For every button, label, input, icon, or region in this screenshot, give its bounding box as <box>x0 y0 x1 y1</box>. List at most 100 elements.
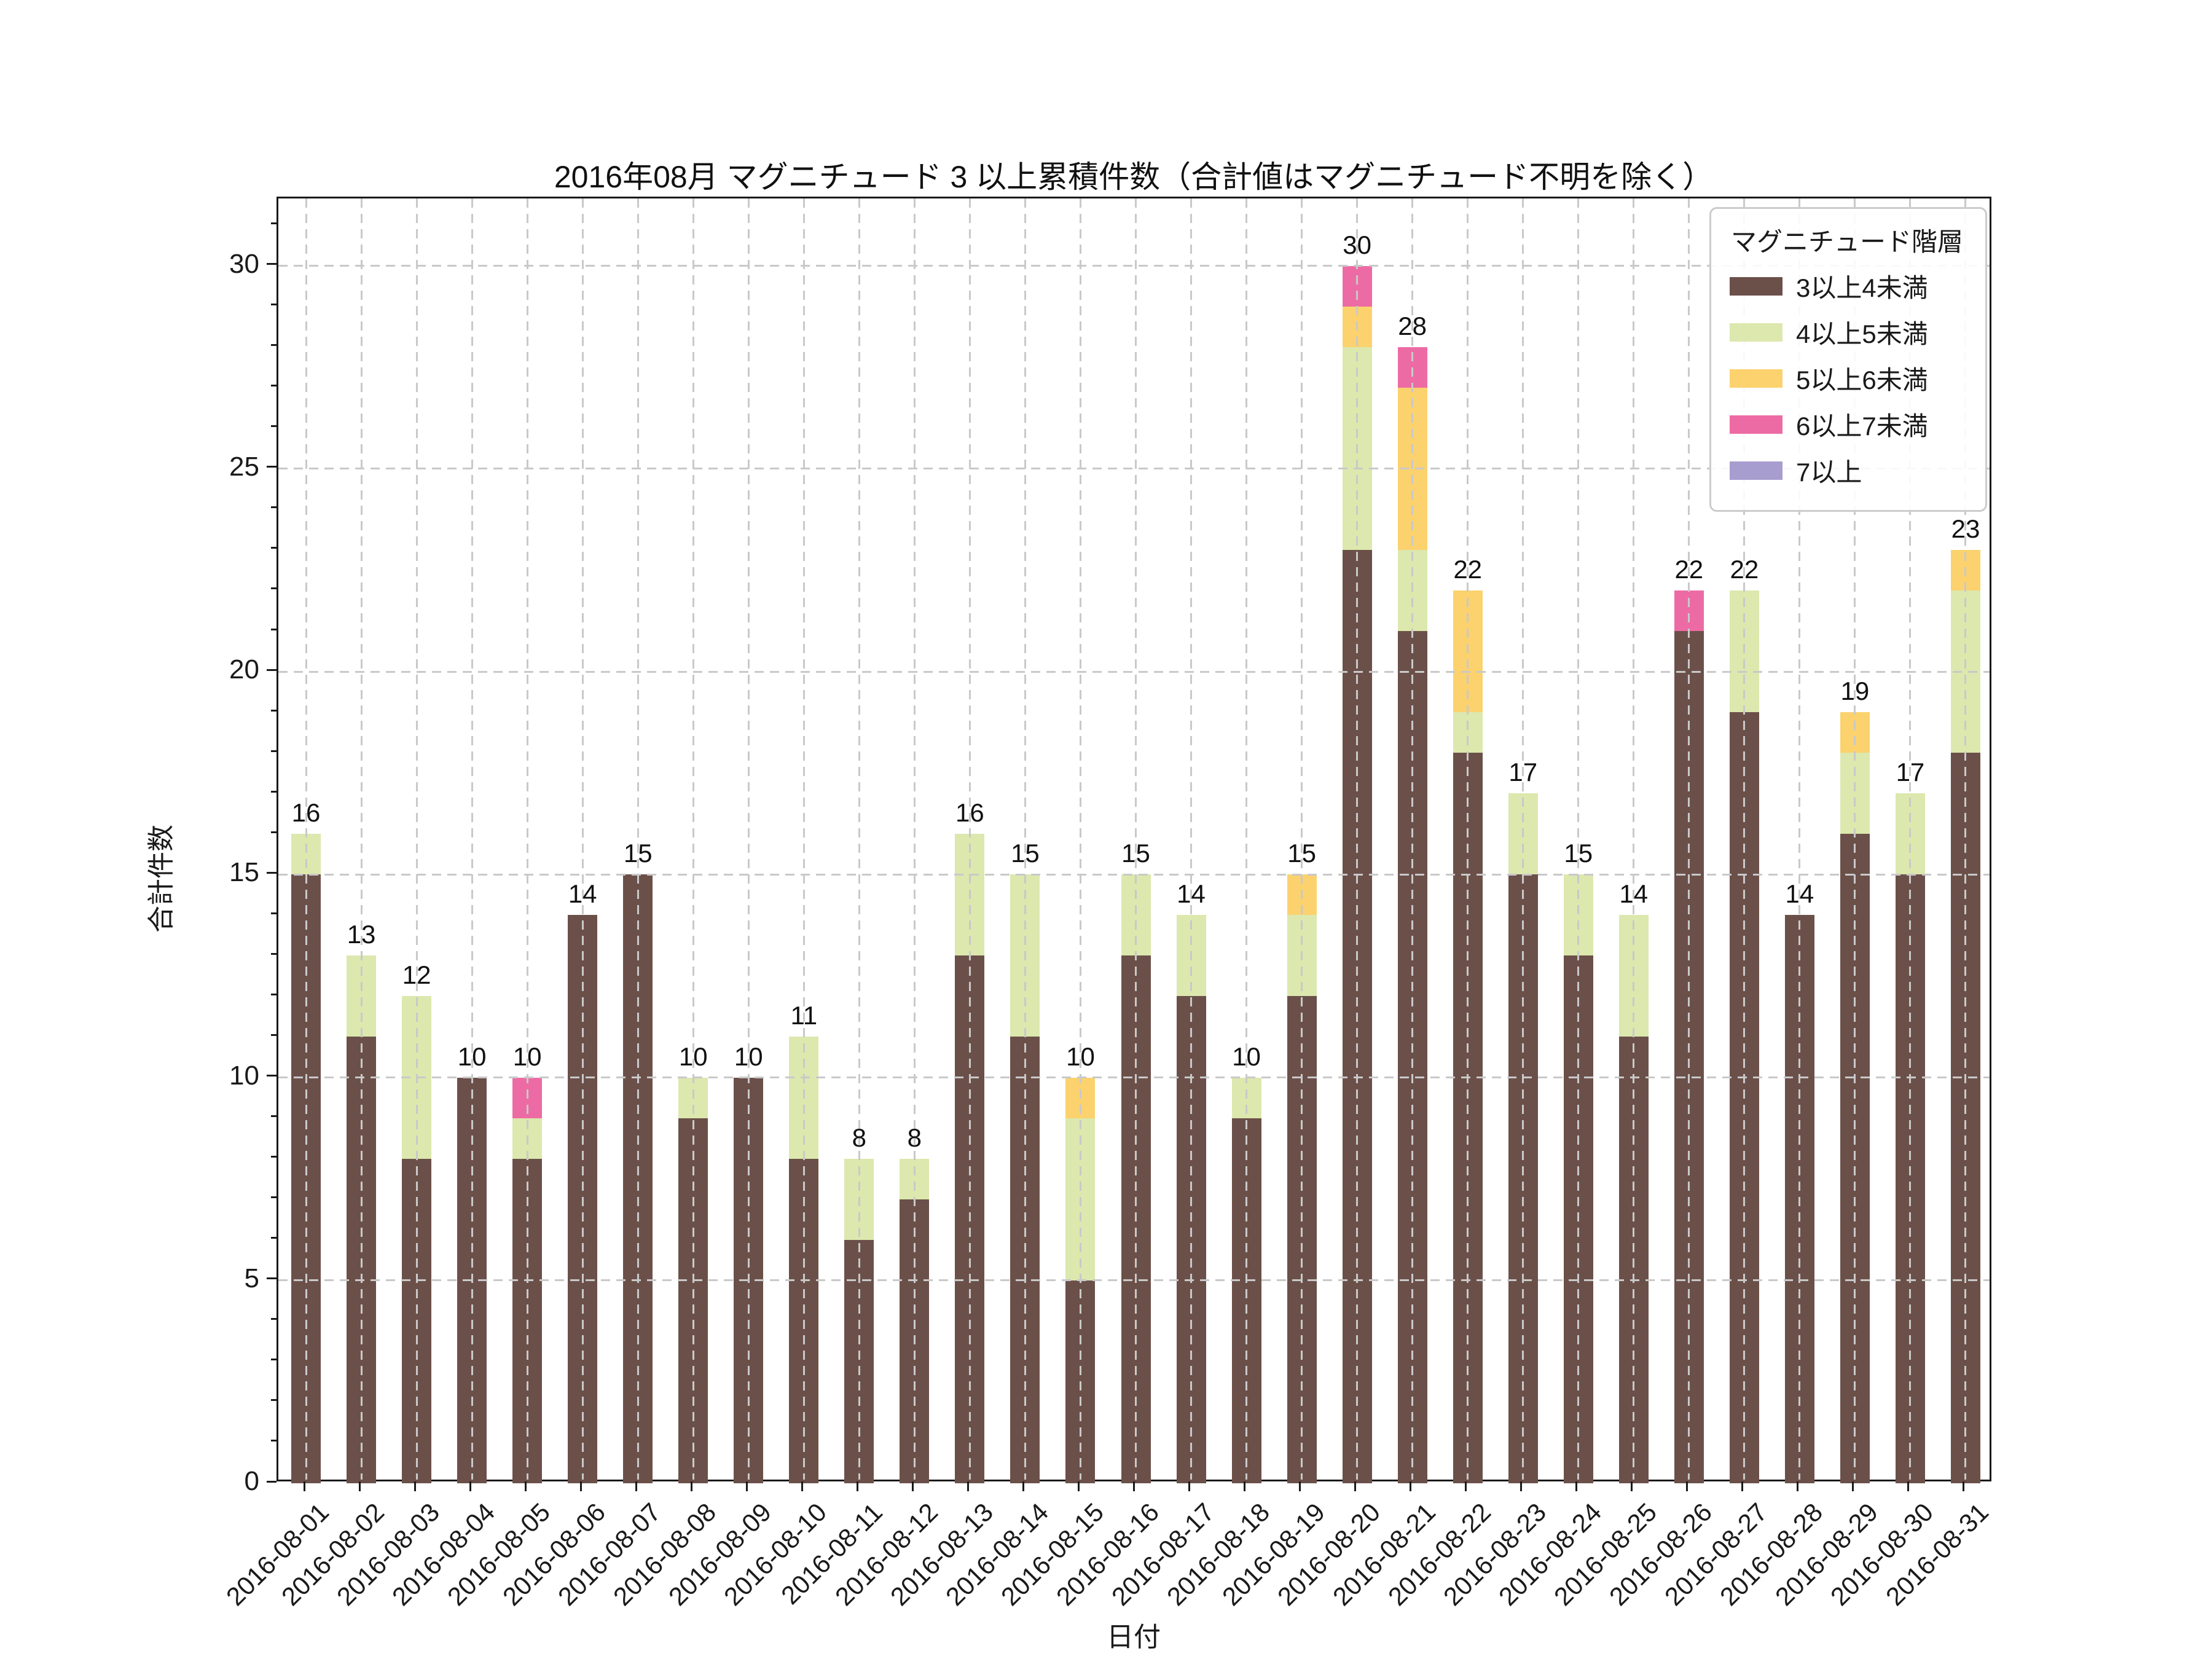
x-major-tick <box>1244 1481 1246 1491</box>
hgridline-10 <box>278 1077 1990 1079</box>
x-major-tick <box>579 1481 582 1491</box>
y-minor-tick <box>271 952 276 955</box>
x-major-tick <box>1686 1481 1688 1491</box>
y-minor-tick <box>271 222 276 225</box>
y-major-tick <box>267 1075 276 1077</box>
legend-row: 7以上 <box>1729 452 1964 489</box>
y-minor-tick <box>271 587 276 590</box>
bar-total-label: 14 <box>568 879 597 909</box>
x-major-tick <box>524 1481 527 1491</box>
bar-total-label: 22 <box>1674 554 1704 584</box>
legend-swatch <box>1729 415 1783 434</box>
legend-label: 6以上7未満 <box>1795 412 1928 441</box>
x-major-tick <box>690 1481 692 1491</box>
vgridline <box>1135 198 1137 1480</box>
x-major-tick <box>1410 1481 1412 1491</box>
legend: マグニチュード階層 3以上4未満 4以上5未満 5以上6未満 6以上7未満 7以上 <box>1709 207 1987 512</box>
vgridline <box>913 198 916 1480</box>
y-minor-tick <box>271 425 276 428</box>
y-major-tick <box>267 466 276 468</box>
vgridline <box>305 198 307 1480</box>
vgridline <box>1909 198 1912 1480</box>
bar-total-label: 15 <box>1287 839 1316 868</box>
y-minor-tick <box>271 506 276 509</box>
vgridline <box>968 198 971 1480</box>
x-major-tick <box>1520 1481 1523 1491</box>
y-minor-tick <box>271 1237 276 1239</box>
y-major-tick <box>267 1480 276 1483</box>
legend-label: 4以上5未満 <box>1795 320 1928 348</box>
y-major-tick <box>267 263 276 265</box>
bar-total-label: 15 <box>1564 839 1593 868</box>
vgridline <box>1633 198 1635 1480</box>
x-major-tick <box>1797 1481 1799 1491</box>
y-major-tick <box>267 669 276 671</box>
x-major-tick <box>801 1481 803 1491</box>
y-minor-tick <box>271 304 276 306</box>
vgridline <box>692 198 694 1480</box>
y-minor-tick <box>271 385 276 387</box>
bar-total-label: 22 <box>1453 554 1483 584</box>
x-major-tick <box>1188 1481 1191 1491</box>
x-major-tick <box>1575 1481 1578 1491</box>
legend-title: マグニチュード階層 <box>1730 227 1963 256</box>
bar-total-label: 13 <box>347 920 376 949</box>
x-major-tick <box>303 1481 305 1491</box>
legend-label: 3以上4未満 <box>1795 273 1928 302</box>
y-major-tick <box>267 871 276 874</box>
vgridline <box>1356 198 1359 1480</box>
y-tick-label: 30 <box>229 248 259 279</box>
bar-total-label: 16 <box>291 798 321 828</box>
y-minor-tick <box>271 831 276 833</box>
legend-swatch <box>1729 323 1783 342</box>
vgridline <box>1798 198 1801 1480</box>
legend-swatch <box>1729 276 1783 296</box>
vgridline <box>1245 198 1248 1480</box>
x-major-tick <box>1852 1481 1854 1491</box>
y-minor-tick <box>271 1156 276 1158</box>
plot-area: 16 13 12 10 10 14 15 10 10 11 8 8 16 15 10 15 14 10 15 30 28… <box>276 197 1991 1483</box>
bar-total-label: 22 <box>1730 554 1759 584</box>
legend-row: 6以上7未満 <box>1729 406 1964 443</box>
y-minor-tick <box>271 1115 276 1118</box>
y-minor-tick <box>271 1440 276 1442</box>
x-axis-title: 日付 <box>1107 1622 1161 1652</box>
x-major-tick <box>1741 1481 1744 1491</box>
y-major-tick <box>267 1277 276 1280</box>
bar-total-label: 15 <box>1011 839 1040 868</box>
vgridline <box>471 198 473 1480</box>
hgridline-25 <box>278 468 1990 470</box>
vgridline <box>415 198 418 1480</box>
legend-rows: 3以上4未満 4以上5未満 5以上6未満 6以上7未満 7以上 <box>1727 267 1967 489</box>
bar-total-label: 10 <box>457 1041 487 1071</box>
vgridline <box>858 198 860 1480</box>
vgridline <box>1854 198 1856 1480</box>
chart-title: 2016年08月 マグニチュード 3 以上累積件数（合計値はマグニチュード不明を… <box>554 160 1714 194</box>
y-minor-tick <box>271 1318 276 1320</box>
x-major-tick <box>1133 1481 1135 1491</box>
x-major-tick <box>911 1481 914 1491</box>
x-major-tick <box>1907 1481 1910 1491</box>
vgridline <box>747 198 750 1480</box>
x-major-tick <box>745 1481 748 1491</box>
x-major-tick <box>1077 1481 1080 1491</box>
x-major-tick <box>1354 1481 1357 1491</box>
legend-swatch <box>1729 461 1783 480</box>
legend-row: 4以上5未満 <box>1729 313 1964 351</box>
x-major-tick <box>1299 1481 1301 1491</box>
bar-total-label: 15 <box>1121 839 1150 868</box>
x-major-tick <box>1465 1481 1467 1491</box>
vgridline <box>1301 198 1303 1480</box>
hgridline-20 <box>278 670 1990 673</box>
bar-total-label: 15 <box>623 839 653 868</box>
hgridline-5 <box>278 1279 1990 1282</box>
x-major-tick <box>358 1481 361 1491</box>
x-major-tick <box>414 1481 416 1491</box>
bar-total-label: 17 <box>1896 758 1925 787</box>
legend-label: 5以上6未満 <box>1795 366 1928 394</box>
bar-total-label: 28 <box>1398 311 1427 340</box>
y-minor-tick <box>271 628 276 630</box>
legend-swatch <box>1729 369 1783 388</box>
bar-total-label: 16 <box>955 798 984 828</box>
y-minor-tick <box>271 993 276 995</box>
